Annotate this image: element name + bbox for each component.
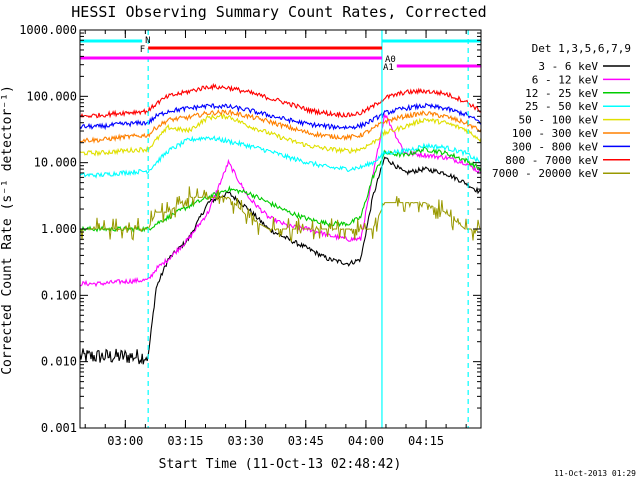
legend-title: Det 1,3,5,6,7,9 <box>532 42 631 55</box>
series-line <box>79 156 482 365</box>
legend-label: 3 - 6 keV <box>538 60 598 73</box>
legend-label: 12 - 25 keV <box>525 87 598 100</box>
series-line <box>79 113 482 288</box>
status-label-f: F <box>140 45 145 55</box>
x-tick-label: 04:00 <box>348 434 384 448</box>
series-line <box>79 113 482 157</box>
legend-label: 800 - 7000 keV <box>505 154 598 167</box>
x-tick-label: 03:00 <box>107 434 143 448</box>
series-line <box>80 186 481 243</box>
y-tick-label: 100.000 <box>26 89 77 103</box>
footer-timestamp: 11-Oct-2013 01:29 <box>554 469 636 478</box>
legend-label: 50 - 100 keV <box>519 114 599 127</box>
axis-layer: 0.001 0.010 0.100 1.000 10.000 100.000 1000.00… <box>19 23 482 448</box>
legend-label: 300 - 800 keV <box>512 140 598 153</box>
series-line <box>79 135 482 179</box>
y-tick-label: 0.100 <box>41 288 77 302</box>
legend-label: 7000 - 20000 keV <box>492 167 598 180</box>
y-tick-label: 10.000 <box>34 156 77 170</box>
series-line <box>79 102 482 131</box>
x-tick-label: 03:45 <box>288 434 324 448</box>
y-axis-label: Corrected Count Rate (s⁻¹ detector⁻¹) <box>0 85 15 375</box>
y-tick-label: 1.000 <box>41 222 77 236</box>
legend-label: 6 - 12 keV <box>532 73 599 86</box>
chart-title: HESSI Observing Summary Count Rates, Cor… <box>71 3 486 21</box>
status-label-a1: A1 <box>383 63 394 73</box>
series-line <box>79 82 482 119</box>
status-label-a0: A0 <box>385 55 396 65</box>
x-axis-label: Start Time (11-Oct-13 02:48:42) <box>159 457 402 472</box>
y-tick-label: 1000.000 <box>19 23 77 37</box>
legend-label: 25 - 50 keV <box>525 100 598 113</box>
x-tick-label: 03:30 <box>228 434 264 448</box>
series-layer <box>79 82 482 365</box>
x-tick-label: 04:15 <box>408 434 444 448</box>
y-tick-label: 0.001 <box>41 421 77 435</box>
x-tick-label: 03:15 <box>167 434 203 448</box>
legend-label: 100 - 300 keV <box>512 127 598 140</box>
status-label-n: N <box>145 36 150 46</box>
series-line <box>79 108 482 144</box>
y-tick-label: 0.010 <box>41 355 77 369</box>
series-line <box>79 146 482 233</box>
